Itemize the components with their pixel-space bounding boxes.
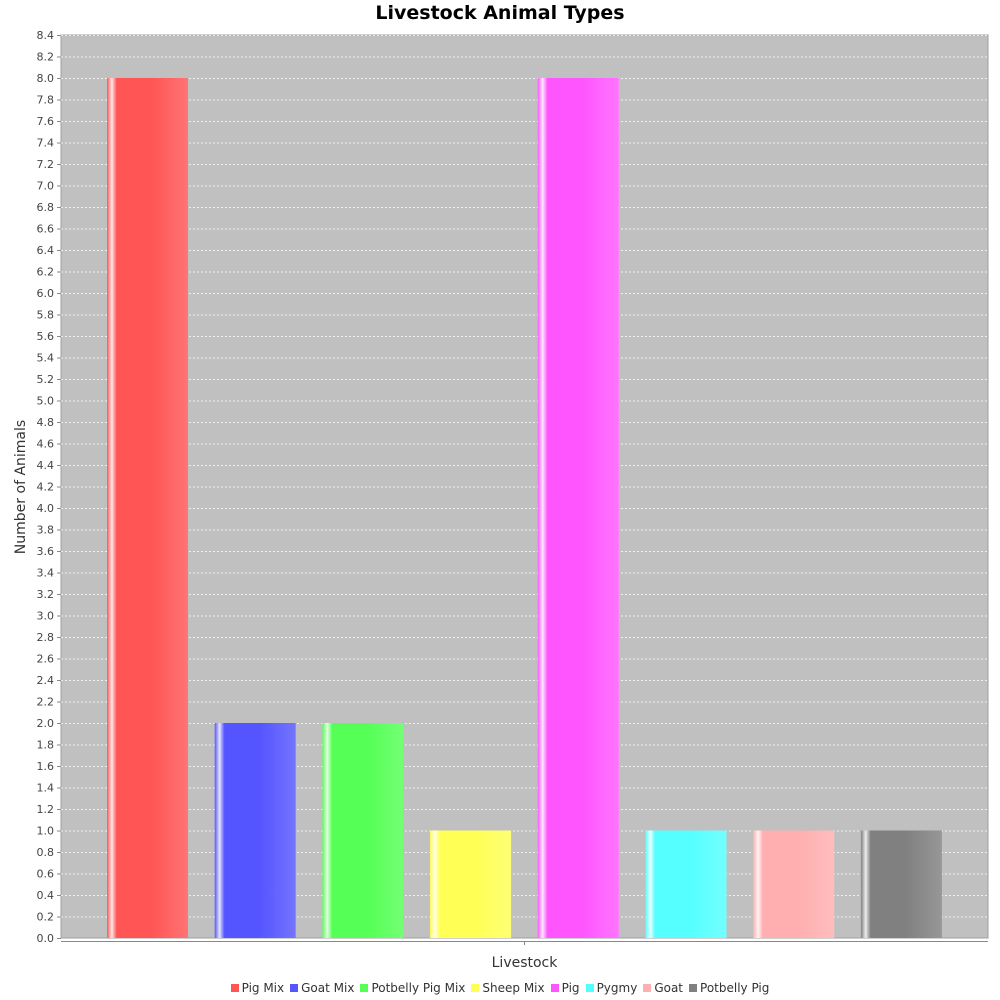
legend-label: Potbelly Pig Mix bbox=[371, 981, 466, 995]
legend-swatch bbox=[230, 984, 239, 992]
y-tick-label: 5.0 bbox=[37, 395, 55, 408]
y-axis-ticks: 0.0 0.2 0.4 0.6 0.8 1.0 1.2 1.4 1.6 1.8 2.0 2.2 2.4 2… bbox=[37, 29, 61, 945]
plot-area bbox=[60, 34, 989, 939]
bar-pig bbox=[537, 78, 619, 938]
y-tick-label: 0.2 bbox=[37, 911, 55, 924]
y-tick-label: 2.2 bbox=[37, 696, 55, 709]
y-tick-label: 3.0 bbox=[37, 610, 55, 623]
legend-item: Potbelly Pig bbox=[689, 981, 769, 995]
y-tick-label: 3.4 bbox=[37, 567, 55, 580]
legend-swatch bbox=[585, 984, 594, 992]
legend-item: Pig Mix bbox=[230, 981, 285, 995]
grid-lines bbox=[61, 35, 988, 918]
bar-pig-mix bbox=[107, 78, 188, 938]
bars bbox=[107, 78, 942, 938]
chart-title: Livestock Animal Types bbox=[375, 2, 625, 24]
y-tick-label: 8.0 bbox=[37, 72, 55, 85]
y-tick-label: 6.6 bbox=[37, 223, 55, 236]
legend-item: Pygmy bbox=[585, 981, 638, 995]
y-tick-label: 6.0 bbox=[37, 287, 55, 300]
y-tick-label: 6.2 bbox=[37, 266, 55, 279]
bar-pygmy bbox=[645, 830, 727, 938]
y-tick-label: 0.0 bbox=[37, 932, 55, 945]
y-tick-label: 7.2 bbox=[37, 158, 55, 171]
y-tick-label: 8.2 bbox=[37, 51, 55, 64]
bar-potbelly-pig-mix bbox=[322, 723, 404, 938]
y-tick-label: 1.6 bbox=[37, 760, 55, 773]
y-tick-label: 7.6 bbox=[37, 115, 55, 128]
bar-sheep-mix bbox=[430, 830, 512, 938]
bar-goat bbox=[753, 830, 835, 938]
legend-item: Pig bbox=[550, 981, 580, 995]
y-tick-label: 5.8 bbox=[37, 309, 55, 322]
y-tick-label: 7.4 bbox=[37, 137, 55, 150]
y-tick-label: 5.6 bbox=[37, 330, 55, 343]
y-tick-label: 2.0 bbox=[37, 717, 55, 730]
legend-label: Pig bbox=[561, 981, 580, 995]
y-tick-label: 6.4 bbox=[37, 244, 55, 257]
y-tick-label: 3.2 bbox=[37, 588, 55, 601]
y-tick-label: 2.8 bbox=[37, 631, 55, 644]
y-tick-label: 0.6 bbox=[37, 868, 55, 881]
y-tick-label: 4.6 bbox=[37, 438, 55, 451]
legend-swatch bbox=[360, 984, 369, 992]
y-tick-label: 1.0 bbox=[37, 825, 55, 838]
legend-swatch bbox=[643, 984, 652, 992]
legend-item: Potbelly Pig Mix bbox=[360, 981, 465, 995]
y-tick-label: 4.4 bbox=[37, 459, 55, 472]
y-tick-label: 1.2 bbox=[37, 803, 55, 816]
legend-label: Potbelly Pig bbox=[700, 981, 770, 995]
legend: Pig Mix Goat Mix Potbelly Pig Mix Sheep Mix… bbox=[0, 981, 1000, 995]
legend-swatch bbox=[290, 984, 299, 992]
y-tick-label: 4.0 bbox=[37, 502, 55, 515]
legend-swatch bbox=[689, 984, 698, 992]
bar-goat-mix bbox=[214, 723, 296, 938]
y-tick-label: 5.2 bbox=[37, 373, 55, 386]
legend-swatch bbox=[550, 984, 559, 992]
y-tick-label: 8.4 bbox=[37, 29, 55, 42]
y-tick-label: 5.4 bbox=[37, 352, 55, 365]
x-axis-label: Livestock bbox=[491, 955, 558, 971]
legend-item: Sheep Mix bbox=[471, 981, 545, 995]
y-tick-label: 4.2 bbox=[37, 481, 55, 494]
y-tick-label: 3.8 bbox=[37, 524, 55, 537]
legend-swatch bbox=[471, 984, 480, 992]
y-tick-label: 7.0 bbox=[37, 180, 55, 193]
y-tick-label: 6.8 bbox=[37, 201, 55, 214]
y-tick-label: 3.6 bbox=[37, 545, 55, 558]
y-tick-label: 1.4 bbox=[37, 782, 55, 795]
legend-label: Goat bbox=[654, 981, 684, 995]
y-tick-label: 0.8 bbox=[37, 846, 55, 859]
y-tick-label: 7.8 bbox=[37, 94, 55, 107]
bar-potbelly-pig bbox=[860, 830, 942, 938]
legend-item: Goat Mix bbox=[290, 981, 354, 995]
legend-item: Goat bbox=[643, 981, 683, 995]
legend-label: Sheep Mix bbox=[482, 981, 545, 995]
y-tick-label: 2.4 bbox=[37, 674, 55, 687]
legend-label: Pig Mix bbox=[241, 981, 285, 995]
legend-label: Pygmy bbox=[596, 981, 638, 995]
y-tick-label: 2.6 bbox=[37, 653, 55, 666]
legend-label: Goat Mix bbox=[301, 981, 355, 995]
y-tick-label: 1.8 bbox=[37, 739, 55, 752]
y-tick-label: 4.8 bbox=[37, 416, 55, 429]
y-axis-label: Number of Animals bbox=[13, 419, 29, 555]
y-tick-label: 0.4 bbox=[37, 889, 55, 902]
